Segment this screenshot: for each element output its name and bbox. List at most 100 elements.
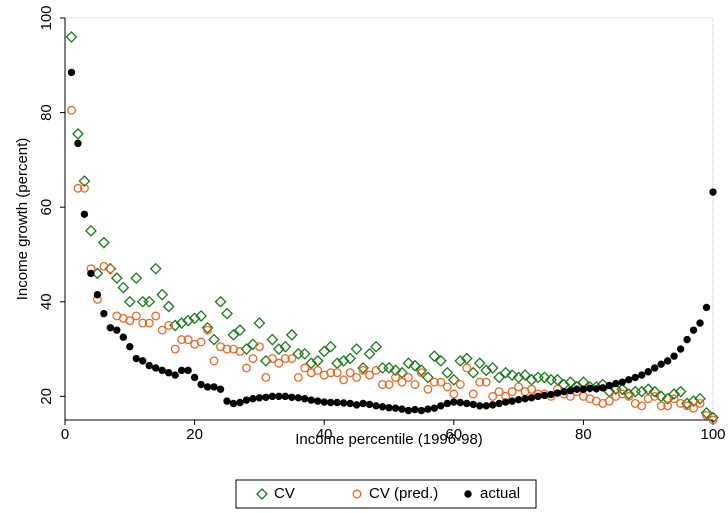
point [241,363,251,373]
point [352,401,361,409]
point [625,376,633,384]
point [301,395,309,403]
point [389,364,402,377]
point [397,377,407,387]
point [540,391,549,400]
point [538,371,551,384]
point [480,364,493,377]
point [139,357,147,365]
point [481,377,491,387]
y-tick-label: 80 [38,104,55,121]
point [668,388,681,400]
point [126,342,134,351]
point [110,272,123,285]
point [280,354,290,363]
point [274,358,284,368]
point [249,395,257,403]
point [442,382,452,392]
point [357,362,369,374]
point [592,385,601,393]
point [266,333,279,346]
point [337,354,350,367]
point [123,295,136,308]
point [429,377,439,387]
y-tick-label: 40 [38,293,55,310]
point [262,393,270,401]
point [687,395,700,408]
point [149,262,162,275]
point [242,396,251,404]
point [170,344,180,354]
point [305,357,318,370]
point [462,363,472,373]
point [650,364,659,372]
point [320,398,328,406]
point [670,352,678,360]
point [488,391,498,401]
point [603,385,616,398]
point [318,345,331,358]
point [455,380,465,389]
point [404,406,413,415]
point [203,383,212,391]
point [683,335,691,344]
point [618,378,626,386]
point [521,395,529,403]
point [275,392,283,401]
point [674,385,687,398]
point [298,347,311,360]
point [506,369,519,381]
point [417,406,426,415]
point [67,68,76,77]
point [443,399,452,408]
point [255,394,264,402]
point [424,405,432,413]
legend-label: CV [274,485,295,502]
point [85,224,97,237]
point [514,395,523,404]
point [254,342,264,352]
point [599,384,607,392]
point [105,264,115,274]
point [97,236,110,249]
point [437,402,445,410]
point [365,400,374,409]
y-axis-label: Income growth (percent) [14,138,31,301]
point [604,396,614,406]
point [287,354,297,363]
point [175,317,188,329]
legend-marker [352,489,362,499]
point [450,398,458,406]
point [644,368,652,376]
point [553,389,562,397]
point [67,105,76,115]
point [223,397,231,405]
point [384,380,394,389]
point [378,380,387,389]
point [534,392,542,401]
point [201,321,214,334]
point [638,371,646,379]
point [235,346,245,356]
point [566,386,575,395]
point [415,364,428,377]
point [383,362,395,374]
point [410,380,420,389]
point [79,183,89,193]
point [499,366,512,379]
x-tick-label: 20 [186,426,203,443]
point [434,354,447,367]
point [222,344,232,354]
legend-marker [256,488,268,500]
point [527,394,536,402]
point [363,347,376,360]
point [378,403,387,411]
point [208,333,220,346]
point [519,369,531,381]
point [157,325,167,335]
point [488,401,497,409]
point [210,383,218,391]
point [145,361,153,370]
point [656,401,666,411]
point [324,340,337,353]
